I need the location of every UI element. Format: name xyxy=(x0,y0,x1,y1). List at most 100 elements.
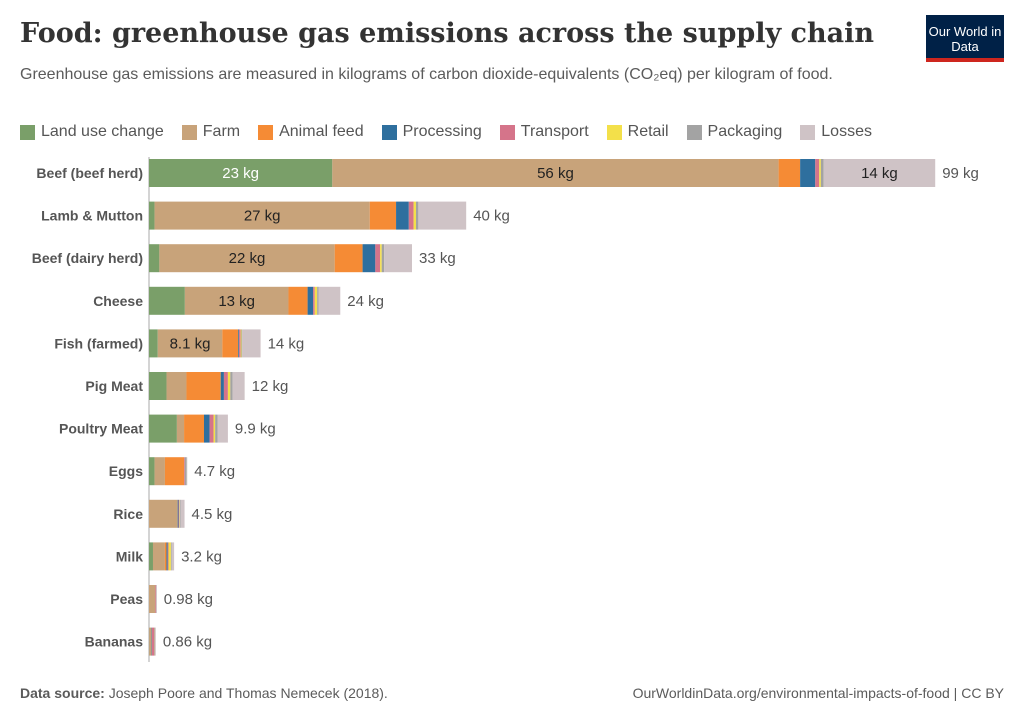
legend-item[interactable]: Packaging xyxy=(686,123,783,141)
bar-segment xyxy=(823,159,936,187)
legend-swatch xyxy=(20,124,35,140)
bar-segment xyxy=(800,159,816,187)
bar-segment xyxy=(149,457,155,486)
category-label: Cheese xyxy=(93,293,143,309)
bar-segment xyxy=(362,244,376,273)
bar-segment xyxy=(149,372,167,400)
category-label: Beef (beef herd) xyxy=(36,165,143,181)
category-label: Pig Meat xyxy=(85,378,143,394)
bar-segment xyxy=(178,499,180,528)
total-label: 4.5 kg xyxy=(192,506,233,523)
legend-label: Transport xyxy=(520,123,589,140)
legend-item[interactable]: Processing xyxy=(381,123,482,141)
bar-segment xyxy=(220,372,224,400)
bar-segment xyxy=(819,159,821,187)
chart-title: Food: greenhouse gas emissions across th… xyxy=(20,18,875,49)
bar-segment xyxy=(217,414,228,443)
bar-segment xyxy=(307,286,314,315)
bar-segment xyxy=(820,159,824,187)
bar-segment xyxy=(154,457,165,486)
bar-segment xyxy=(184,457,187,486)
bar-segment xyxy=(186,457,188,486)
legend-label: Losses xyxy=(821,123,872,140)
bar-segment xyxy=(149,329,158,358)
legend-item[interactable]: Retail xyxy=(606,123,669,141)
total-label: 0.86 kg xyxy=(163,634,212,651)
category-label: Lamb & Mutton xyxy=(41,208,143,224)
bar-segment xyxy=(369,201,397,230)
legend-swatch xyxy=(258,124,274,140)
bar-segment xyxy=(149,159,333,187)
legend-label: Animal feed xyxy=(279,123,364,140)
bar-segment xyxy=(232,372,245,400)
bar-segment xyxy=(152,542,165,571)
bar-segment xyxy=(230,372,233,400)
bar-segment xyxy=(149,627,152,656)
legend-item[interactable]: Animal feed xyxy=(258,123,364,141)
bar-segment xyxy=(154,627,156,656)
legend-item[interactable]: Transport xyxy=(499,123,589,141)
bar-segment xyxy=(313,286,315,315)
bar-segment xyxy=(317,286,319,315)
legend-item[interactable]: Land use change xyxy=(20,123,164,141)
bar-segment xyxy=(170,542,172,571)
total-label: 33 kg xyxy=(419,250,456,267)
total-label: 99 kg xyxy=(942,165,979,182)
legend-swatch xyxy=(606,124,622,140)
bar-segment xyxy=(778,159,801,187)
bar-segment xyxy=(240,329,242,358)
bar-segment xyxy=(413,201,416,230)
bar-segment xyxy=(238,329,240,358)
segment-label: 23 kg xyxy=(222,165,259,182)
legend-swatch xyxy=(800,124,816,140)
category-label: Poultry Meat xyxy=(59,421,143,437)
bar-segment xyxy=(180,499,185,528)
bar-segment xyxy=(415,201,419,230)
legend-label: Land use change xyxy=(41,123,164,140)
bar-segment xyxy=(149,286,185,315)
bar-segment xyxy=(166,372,187,400)
bar-segment xyxy=(332,159,779,187)
bar-segment xyxy=(157,329,223,358)
bar-segment xyxy=(179,499,181,528)
bar-segment xyxy=(815,159,820,187)
legend: Land use change Farm Animal feed Processing… xyxy=(20,123,872,141)
owid-logo[interactable]: Our World in Data xyxy=(926,15,1004,62)
bar-segment xyxy=(151,627,155,656)
bar-segment xyxy=(288,286,308,315)
bar-segment xyxy=(239,329,241,358)
bar-segment xyxy=(164,457,185,486)
legend-label: Packaging xyxy=(707,123,783,140)
bar-segment xyxy=(149,499,178,528)
legend-item[interactable]: Losses xyxy=(800,123,872,141)
bar-segment xyxy=(203,414,210,443)
source-label: Data source: xyxy=(20,685,105,701)
bar-segment xyxy=(167,542,169,571)
source-url[interactable]: OurWorldinData.org/environmental-impacts… xyxy=(632,685,1004,701)
bar-segment xyxy=(176,414,185,443)
category-label: Beef (dairy herd) xyxy=(32,250,143,266)
legend-swatch xyxy=(381,124,397,140)
bar-segment xyxy=(149,244,160,273)
legend-label: Retail xyxy=(627,123,669,140)
bar-segment xyxy=(375,244,381,273)
total-label: 40 kg xyxy=(473,208,510,225)
category-label: Bananas xyxy=(85,634,144,650)
bar-segment xyxy=(381,244,385,273)
bar-segment xyxy=(380,244,382,273)
bar-segment xyxy=(227,372,231,400)
data-source: Data source: Joseph Poore and Thomas Nem… xyxy=(20,685,388,701)
segment-label: 56 kg xyxy=(537,165,574,182)
segment-label: 8.1 kg xyxy=(170,335,211,352)
legend-item[interactable]: Farm xyxy=(181,123,241,141)
bar-segment xyxy=(149,585,156,613)
bar-segment xyxy=(396,201,409,230)
bar-segment xyxy=(171,542,175,571)
chart-subtitle: Greenhouse gas emissions are measured in… xyxy=(20,66,833,83)
legend-label: Farm xyxy=(202,123,241,140)
bar-segment xyxy=(149,201,155,230)
bar-segment xyxy=(149,414,177,443)
category-label: Rice xyxy=(113,506,143,522)
bar-segment xyxy=(418,201,467,230)
legend-swatch xyxy=(181,124,197,140)
